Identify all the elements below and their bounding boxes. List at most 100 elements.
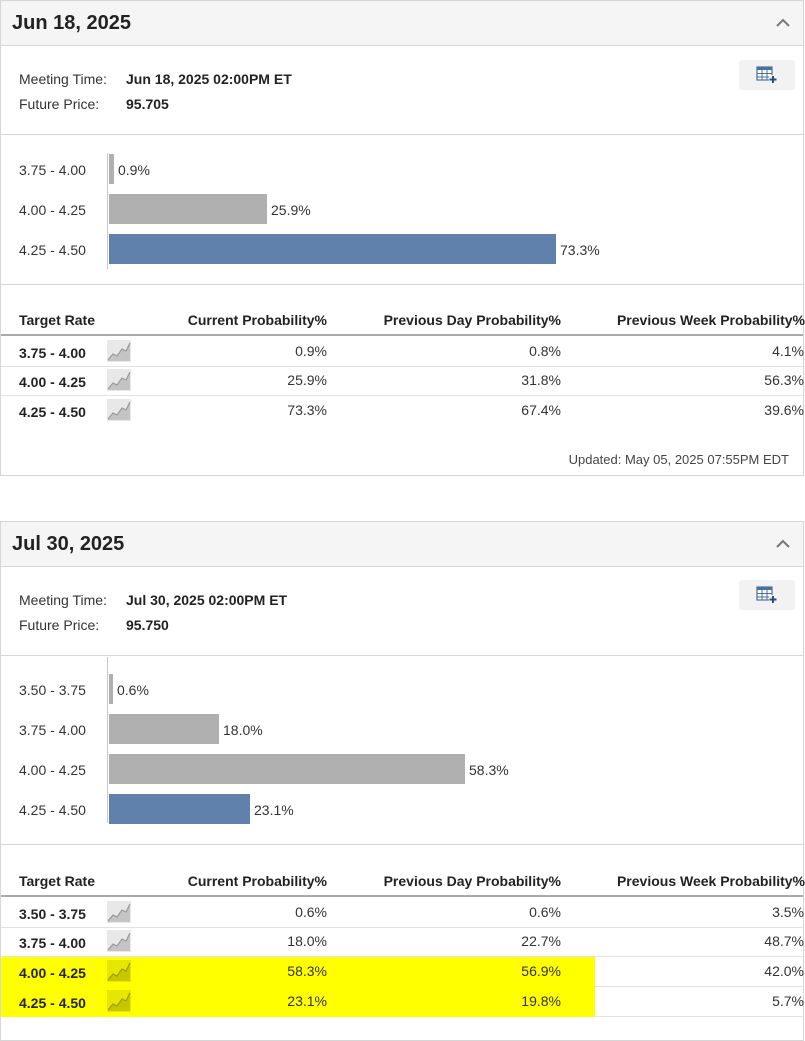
current-probability: 73.3%: [287, 402, 327, 418]
th-current-probability[interactable]: Current Probability%: [187, 873, 327, 889]
bar-label: 3.75 - 4.00: [19, 162, 86, 178]
table-add-icon: [756, 586, 777, 603]
chevron-up-icon[interactable]: [775, 536, 791, 552]
previous-day-probability: 67.4%: [521, 402, 561, 418]
trend-chart-icon[interactable]: [107, 901, 131, 923]
table-row: 3.75 - 4.00 18.0% 22.7% 48.7%: [1, 927, 804, 957]
bar-label: 4.00 - 4.25: [19, 762, 86, 778]
current-probability: 0.6%: [295, 904, 327, 920]
target-rate: 4.00 - 4.25: [19, 374, 86, 390]
table-row: 4.25 - 4.50 73.3% 67.4% 39.6%: [1, 396, 804, 426]
bar-3.75-4.00: [109, 154, 114, 184]
panel-title: Jun 18, 2025: [12, 12, 131, 34]
trend-chart-icon[interactable]: [107, 990, 131, 1012]
chart-axis: [107, 153, 108, 269]
future-price-label: Future Price:: [19, 96, 100, 112]
bar-value: 0.9%: [118, 162, 150, 178]
bar-4.00-4.25: [109, 194, 267, 224]
bar-label: 3.75 - 4.00: [19, 722, 86, 738]
th-previous-day-probability[interactable]: Previous Day Probability%: [383, 873, 561, 889]
previous-day-probability: 19.8%: [521, 993, 561, 1009]
highlight-overlay: [1, 957, 595, 987]
chart-axis: [107, 657, 108, 823]
meeting-time-label: Meeting Time:: [19, 71, 107, 87]
meeting-time-value: Jul 30, 2025 02:00PM ET: [126, 592, 288, 608]
current-probability: 23.1%: [287, 993, 327, 1009]
table-header-line: [1, 895, 803, 897]
target-rate: 4.00 - 4.25: [19, 965, 86, 981]
divider: [1, 134, 803, 135]
target-rate: 3.50 - 3.75: [19, 906, 86, 922]
current-probability: 18.0%: [287, 933, 327, 949]
divider: [1, 284, 803, 285]
trend-chart-icon[interactable]: [107, 369, 131, 391]
bar-label: 3.50 - 3.75: [19, 682, 86, 698]
previous-week-probability: 48.7%: [764, 933, 804, 949]
meeting-time-label: Meeting Time:: [19, 592, 107, 608]
trend-chart-icon[interactable]: [107, 930, 131, 952]
updated-timestamp: Updated: May 05, 2025 07:55PM EDT: [568, 452, 789, 467]
table-row: 4.00 - 4.25 25.9% 31.8% 56.3%: [1, 366, 804, 396]
previous-day-probability: 22.7%: [521, 933, 561, 949]
bar-label: 4.00 - 4.25: [19, 202, 86, 218]
table-row-highlighted: 4.00 - 4.25 58.3% 56.9% 42.0%: [1, 957, 804, 987]
previous-day-probability: 31.8%: [521, 372, 561, 388]
export-button[interactable]: [739, 580, 795, 610]
bar-label: 4.25 - 4.50: [19, 802, 86, 818]
target-rate: 3.75 - 4.00: [19, 935, 86, 951]
future-price-value: 95.705: [126, 96, 169, 112]
previous-day-probability: 0.8%: [529, 343, 561, 359]
previous-week-probability: 5.7%: [772, 993, 804, 1009]
bar-value: 23.1%: [254, 802, 294, 818]
table-row: 3.75 - 4.00 0.9% 0.8% 4.1%: [1, 337, 804, 367]
target-rate: 4.25 - 4.50: [19, 995, 86, 1011]
meeting-panel-jul-30: Jul 30, 2025 Meeting Time: Jul 30, 2025 …: [0, 521, 805, 1041]
previous-week-probability: 3.5%: [772, 904, 804, 920]
panel-header[interactable]: Jun 18, 2025: [1, 1, 803, 46]
bar-3.75-4.00: [109, 714, 219, 744]
target-rate: 3.75 - 4.00: [19, 345, 86, 361]
meeting-panel-jun-18: Jun 18, 2025 Meeting Time: Jun 18, 2025 …: [0, 0, 805, 476]
previous-day-probability: 56.9%: [521, 963, 561, 979]
bar-3.50-3.75: [109, 674, 113, 704]
future-price-value: 95.750: [126, 617, 169, 633]
bar-4.00-4.25: [109, 754, 465, 784]
th-current-probability[interactable]: Current Probability%: [187, 312, 327, 328]
table-row: 3.50 - 3.75 0.6% 0.6% 3.5%: [1, 898, 804, 928]
divider: [1, 844, 803, 845]
trend-chart-icon[interactable]: [107, 960, 131, 982]
th-previous-week-probability[interactable]: Previous Week Probability%: [616, 873, 805, 889]
previous-week-probability: 56.3%: [764, 372, 804, 388]
th-previous-day-probability[interactable]: Previous Day Probability%: [383, 312, 561, 328]
previous-week-probability: 39.6%: [764, 402, 804, 418]
th-target-rate[interactable]: Target Rate: [19, 873, 95, 889]
chevron-up-icon[interactable]: [775, 15, 791, 31]
bar-value: 0.6%: [117, 682, 149, 698]
bar-4.25-4.50: [109, 794, 250, 824]
th-target-rate[interactable]: Target Rate: [19, 312, 95, 328]
table-header-line: [1, 334, 803, 336]
table-row-highlighted: 4.25 - 4.50 23.1% 19.8% 5.7%: [1, 987, 804, 1017]
bar-label: 4.25 - 4.50: [19, 242, 86, 258]
bar-value: 73.3%: [560, 242, 600, 258]
current-probability: 0.9%: [295, 343, 327, 359]
future-price-label: Future Price:: [19, 617, 100, 633]
bar-4.25-4.50: [109, 234, 556, 264]
meeting-time-value: Jun 18, 2025 02:00PM ET: [126, 71, 292, 87]
current-probability: 25.9%: [287, 372, 327, 388]
panel-title: Jul 30, 2025: [12, 533, 125, 555]
highlight-overlay: [1, 987, 595, 1017]
previous-week-probability: 42.0%: [764, 963, 804, 979]
previous-week-probability: 4.1%: [772, 343, 804, 359]
trend-chart-icon[interactable]: [107, 340, 131, 362]
bar-value: 25.9%: [271, 202, 311, 218]
divider: [1, 655, 803, 656]
export-button[interactable]: [739, 60, 795, 90]
panel-header[interactable]: Jul 30, 2025: [1, 522, 803, 567]
target-rate: 4.25 - 4.50: [19, 404, 86, 420]
th-previous-week-probability[interactable]: Previous Week Probability%: [616, 312, 805, 328]
previous-day-probability: 0.6%: [529, 904, 561, 920]
trend-chart-icon[interactable]: [107, 399, 131, 421]
bar-value: 18.0%: [223, 722, 263, 738]
table-add-icon: [756, 66, 777, 83]
